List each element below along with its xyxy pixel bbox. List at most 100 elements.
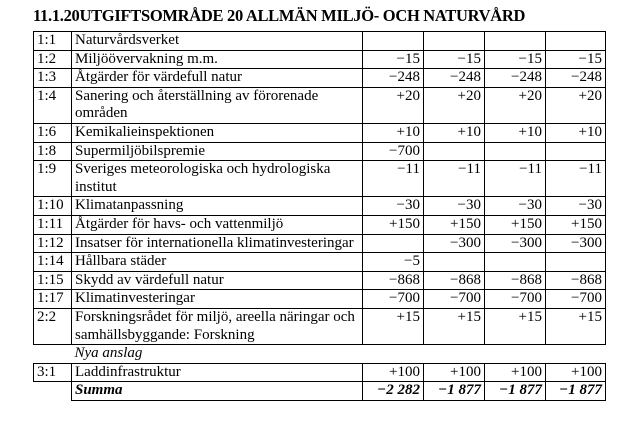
row-value: −868 — [545, 270, 606, 291]
table-row: 1:4 Sanering och återställning av föroren… — [33, 86, 606, 124]
row-value — [423, 31, 485, 51]
row-name: Sveriges meteorologiska och hydrologiska… — [71, 160, 363, 198]
row-code: 1:14 — [33, 252, 72, 272]
table-row: 1:8 Supermiljöbilspremie −700 — [33, 141, 606, 162]
row-code: 1:10 — [33, 196, 72, 216]
row-value: −700 — [484, 289, 546, 309]
row-code: 2:2 — [33, 307, 72, 346]
row-code: 1:15 — [33, 270, 72, 291]
sum-value: −1 877 — [423, 381, 485, 401]
row-name: Skydd av värdefull natur — [71, 270, 363, 291]
row-value: −700 — [362, 289, 424, 309]
row-value: +20 — [545, 86, 606, 124]
row-value: −30 — [423, 196, 485, 216]
row-value — [423, 141, 485, 162]
table-row: 1:10 Klimatanpassning −30 −30 −30 −30 — [33, 196, 606, 216]
section-label: Nya anslag — [74, 345, 143, 362]
row-name: Klimatanpassning — [71, 196, 363, 216]
row-code: 1:3 — [33, 68, 72, 88]
table-row: 1:15 Skydd av värdefull natur −868 −868 −868… — [33, 270, 606, 291]
row-name: Åtgärder för havs- och vattenmiljö — [71, 214, 363, 235]
table-row: 3:1 Laddinfrastruktur +100 +100 +100 +100 — [33, 362, 606, 383]
section-row: Nya anslag — [34, 345, 606, 364]
row-value: −11 — [484, 160, 546, 198]
row-value: −300 — [423, 233, 485, 254]
section-title: 11.1.20UTGIFTSOMRÅDE 20 ALLMÄN MILJÖ- OC… — [33, 6, 526, 25]
table-row: 1:2 Miljöövervakning m.m. −15 −15 −15 −15 — [33, 49, 606, 70]
row-name: Kemikalieinspektionen — [71, 122, 363, 143]
row-value: −11 — [545, 160, 606, 198]
table-row: 1:3 Åtgärder för värdefull natur −248 −248−… — [33, 68, 606, 88]
table-row: 1:1 Naturvårdsverket — [33, 31, 606, 51]
row-value: −11 — [423, 160, 485, 198]
row-value: −30 — [545, 196, 606, 216]
empty-cell — [546, 345, 606, 364]
sum-value: −1 877 — [545, 381, 606, 401]
row-value: −30 — [362, 196, 424, 216]
row-name: Klimatinvesteringar — [71, 289, 363, 309]
row-value: +10 — [545, 122, 606, 143]
row-value: +150 — [362, 214, 424, 235]
row-code: 1:2 — [33, 49, 72, 70]
row-name: Miljöövervakning m.m. — [71, 49, 363, 70]
table-row: 1:14 Hållbara städer −5 — [33, 252, 606, 272]
row-value — [484, 252, 546, 272]
row-name: Sanering och återställning av förorenade… — [71, 86, 363, 124]
row-value: +20 — [423, 86, 485, 124]
row-code: 1:6 — [33, 122, 72, 143]
sum-value: −2 282 — [362, 381, 424, 401]
row-value: −868 — [423, 270, 485, 291]
row-value — [545, 252, 606, 272]
row-value: −15 — [545, 49, 606, 70]
empty-cell — [34, 382, 72, 401]
empty-cell — [363, 345, 424, 364]
table-row: 1:12 Insatser för internationella klimati… — [33, 233, 606, 254]
row-value: +150 — [484, 214, 546, 235]
row-value — [362, 31, 424, 51]
sum-value: −1 877 — [484, 381, 546, 401]
row-code: 1:11 — [33, 214, 72, 235]
row-value: −868 — [362, 270, 424, 291]
row-value: +15 — [423, 307, 485, 346]
budget-table: 1:1 Naturvårdsverket 1:2 Miljöövervakning m… — [33, 31, 606, 401]
row-value: +15 — [545, 307, 606, 346]
row-value: +10 — [423, 122, 485, 143]
row-value: −700 — [423, 289, 485, 309]
row-value: −5 — [362, 252, 424, 272]
row-name: Supermiljöbilspremie — [71, 141, 363, 162]
row-name: Forskningsrådet för miljö, areella närin… — [71, 307, 363, 346]
row-value: +150 — [545, 214, 606, 235]
row-name: Naturvårdsverket — [71, 31, 363, 51]
row-value: −700 — [545, 289, 606, 309]
row-value: −15 — [362, 49, 424, 70]
row-name: Insatser för internationella klimatinves… — [71, 233, 363, 254]
row-value: +15 — [484, 307, 546, 346]
row-value — [484, 141, 546, 162]
row-value: −868 — [484, 270, 546, 291]
row-value — [545, 141, 606, 162]
table-row: 1:9 Sveriges meteorologiska och hydrologi… — [33, 160, 606, 198]
row-value — [545, 31, 606, 51]
row-value: +20 — [362, 86, 424, 124]
sum-row: Summa −2 282 −1 877 −1 877 −1 877 — [34, 381, 606, 401]
table-row: 1:17 Klimatinvesteringar −700 −700 −700 −700 — [33, 289, 606, 309]
row-value: −300 — [484, 233, 546, 254]
row-value: +100 — [423, 362, 485, 383]
row-name: Åtgärder för värdefull natur — [71, 68, 363, 88]
row-value: −30 — [484, 196, 546, 216]
row-value: +100 — [484, 362, 546, 383]
empty-cell — [424, 345, 485, 364]
table-row: 1:6 Kemikalieinspektionen +10 +10 +10 +10 — [33, 122, 606, 143]
row-value: −248 — [423, 68, 485, 88]
row-value: −300 — [545, 233, 606, 254]
row-value: +20 — [484, 86, 546, 124]
row-value: −15 — [423, 49, 485, 70]
row-value: +100 — [362, 362, 424, 383]
row-value: −700 — [362, 141, 424, 162]
row-value — [423, 252, 485, 272]
row-value: −248 — [545, 68, 606, 88]
row-code: 3:1 — [33, 362, 72, 383]
empty-cell — [485, 345, 546, 364]
row-value: +10 — [484, 122, 546, 143]
row-value: +100 — [545, 362, 606, 383]
